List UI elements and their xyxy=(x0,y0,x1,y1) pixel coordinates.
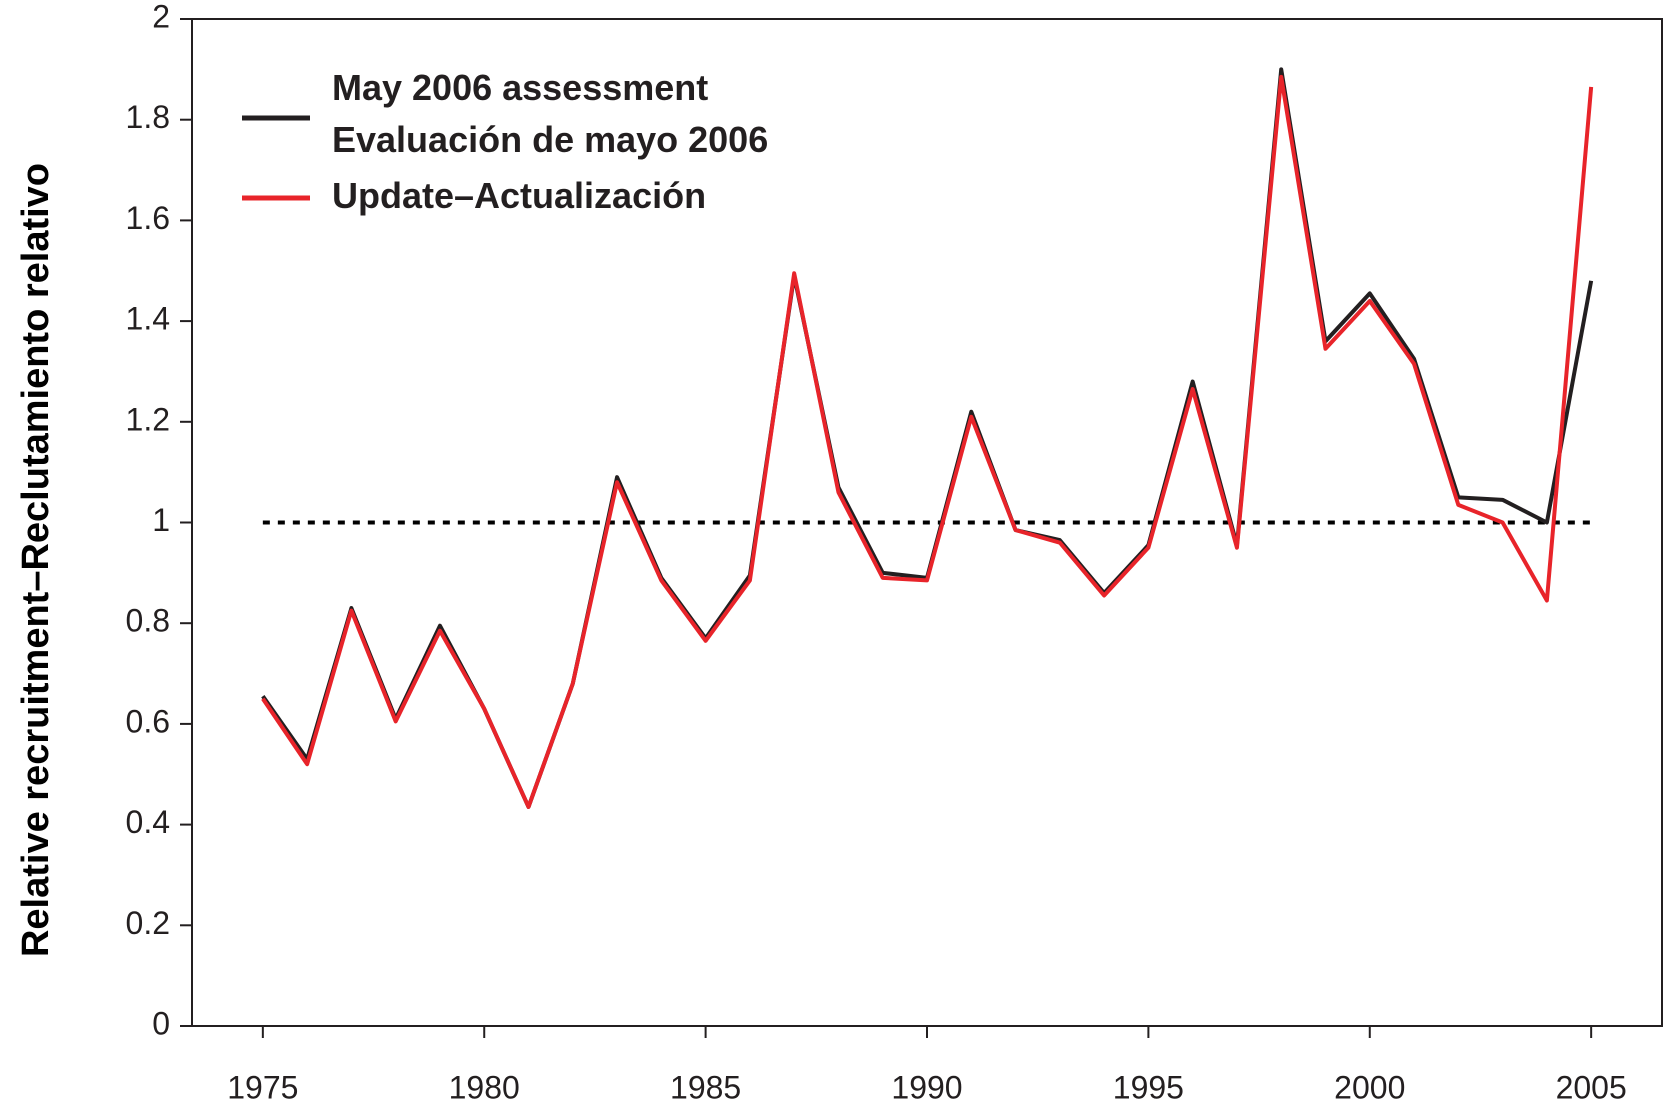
y-tick-label: 0.8 xyxy=(126,603,170,639)
y-axis-label: Relative recruitment–Reclutamiento relat… xyxy=(15,163,57,957)
x-tick-label: 2000 xyxy=(1334,1069,1405,1105)
x-tick-label: 1985 xyxy=(670,1069,741,1105)
y-tick-label: 1.6 xyxy=(126,200,170,236)
y-tick-label: 1.4 xyxy=(126,301,170,337)
x-tick-label: 1990 xyxy=(891,1069,962,1105)
x-tick-label: 1995 xyxy=(1113,1069,1184,1105)
y-tick-label: 1.2 xyxy=(126,401,170,437)
series-line xyxy=(261,74,1594,809)
x-tick-label: 2005 xyxy=(1556,1069,1627,1105)
y-tick-label: 1.8 xyxy=(126,99,170,135)
y-tick-label: 0 xyxy=(152,1005,170,1041)
y-tick-label: 0.6 xyxy=(126,703,170,739)
legend-label: Update–Actualización xyxy=(332,175,706,216)
x-tick-label: 1975 xyxy=(227,1069,298,1105)
y-tick-label: 2 xyxy=(152,0,170,34)
y-tick-label: 0.2 xyxy=(126,905,170,941)
x-tick-label: 1980 xyxy=(449,1069,520,1105)
y-tick-label: 1 xyxy=(152,502,170,538)
y-tick-label: 0.4 xyxy=(126,804,170,840)
legend-label: May 2006 assessment Evaluación de mayo 20… xyxy=(332,67,768,160)
